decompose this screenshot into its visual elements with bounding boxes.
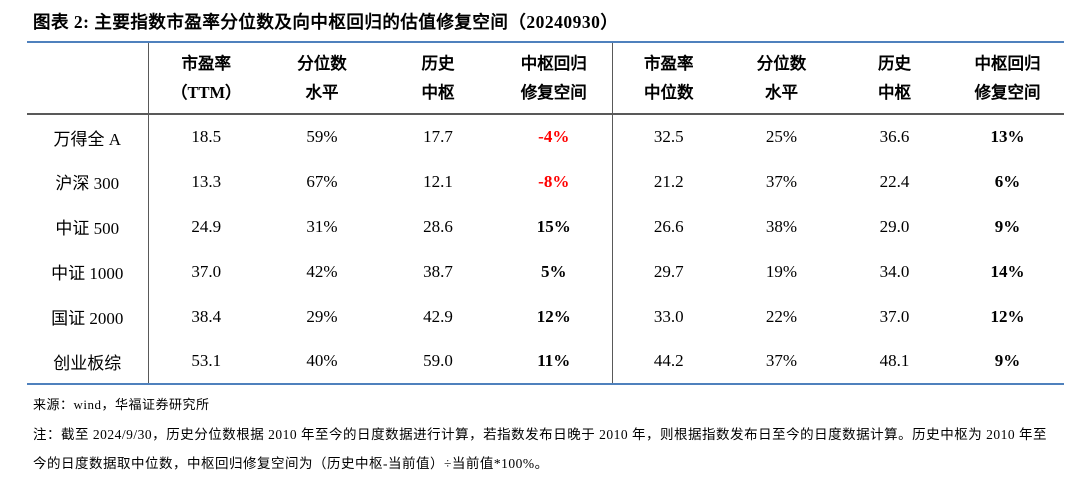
cell-percentile: 31% xyxy=(306,216,338,236)
header-percentile-right: 分位数 水平 xyxy=(725,42,838,115)
table-header: 市盈率 （TTM） 分位数 水平 历史 中枢 中枢回归 修复空间 市盈率 中 xyxy=(27,42,1064,115)
cell-hist-center: 34.0 xyxy=(879,261,910,281)
cell-hist-center: 37.0 xyxy=(879,306,910,326)
cell-pe-median: 33.0 xyxy=(611,294,725,339)
cell-percentile: 67% xyxy=(306,171,338,191)
header-line: 中枢回归 xyxy=(520,54,587,73)
cell-repair-space: -8% xyxy=(538,171,570,191)
header-repair-left: 中枢回归 修复空间 xyxy=(496,42,612,115)
header-percentile-left: 分位数 水平 xyxy=(264,42,380,115)
cell-hist-center: 29.0 xyxy=(879,216,910,236)
header-corner xyxy=(27,42,149,115)
header-line: 中枢回归 xyxy=(974,54,1041,73)
table-body: 万得全 A 18.5 59% 17.7 -4% 32.5 25% 36.6 13… xyxy=(27,114,1064,384)
cell-repair-space: 12% xyxy=(536,306,571,326)
cell-repair-space: 13% xyxy=(990,127,1025,146)
cell-repair-space: 14% xyxy=(990,261,1025,281)
cell-repair-space: -4% xyxy=(538,127,570,146)
cell-percentile: 40% xyxy=(306,351,338,370)
header-line: 中枢 xyxy=(878,83,911,102)
cell-pe-ttm: 37.0 xyxy=(191,261,222,281)
valuation-table: 市盈率 （TTM） 分位数 水平 历史 中枢 中枢回归 修复空间 市盈率 中 xyxy=(27,41,1064,385)
table-row: 中证 500 24.9 31% 28.6 15% 26.6 38% 29.0 9… xyxy=(27,204,1064,249)
header-line: 市盈率 xyxy=(644,54,694,73)
cell-percentile: 22% xyxy=(765,306,798,326)
cell-pe-ttm: 18.5 xyxy=(191,127,222,146)
cell-repair-space: 12% xyxy=(990,306,1025,326)
cell-hist-center: 12.1 xyxy=(423,171,453,191)
header-line: 市盈率 xyxy=(181,54,232,73)
table-row: 沪深 300 13.3 67% 12.1 -8% 21.2 37% 22.4 6… xyxy=(27,159,1064,204)
cell-repair-space: 11% xyxy=(537,351,571,370)
cell-pe-ttm: 53.1 xyxy=(191,351,222,370)
header-line: 水平 xyxy=(765,83,798,102)
cell-hist-center: 48.1 xyxy=(879,351,910,370)
cell-pe-ttm: 13.3 xyxy=(191,171,222,191)
cell-repair-space: 9% xyxy=(994,216,1021,236)
header-repair-right: 中枢回归 修复空间 xyxy=(951,42,1064,115)
header-line: 历史 xyxy=(878,54,911,73)
header-row: 市盈率 （TTM） 分位数 水平 历史 中枢 中枢回归 修复空间 市盈率 中 xyxy=(27,42,1064,115)
table-row: 国证 2000 38.4 29% 42.9 12% 33.0 22% 37.0 … xyxy=(27,294,1064,339)
cell-percentile: 29% xyxy=(306,306,338,326)
table-row: 创业板综 53.1 40% 59.0 11% 44.2 37% 48.1 9% xyxy=(27,339,1064,384)
header-line: 修复空间 xyxy=(974,83,1041,102)
chart-title: 图表 2: 主要指数市盈率分位数及向中枢回归的估值修复空间（20240930） xyxy=(33,12,619,32)
cell-repair-space: 5% xyxy=(541,261,567,281)
cell-pe-median: 29.7 xyxy=(611,249,725,294)
table-row: 中证 1000 37.0 42% 38.7 5% 29.7 19% 34.0 1… xyxy=(27,249,1064,294)
header-line: 分位数 xyxy=(756,54,807,73)
header-line: （TTM） xyxy=(170,83,242,102)
index-label: 创业板综 xyxy=(27,339,149,384)
cell-pe-median: 32.5 xyxy=(611,114,725,159)
cell-hist-center: 42.9 xyxy=(423,306,453,326)
header-line: 分位数 xyxy=(297,54,347,73)
header-hist-center-left: 历史 中枢 xyxy=(380,42,496,115)
cell-hist-center: 38.7 xyxy=(423,261,453,281)
cell-hist-center: 22.4 xyxy=(879,171,910,191)
header-line: 中枢 xyxy=(421,83,455,102)
cell-percentile: 38% xyxy=(765,216,798,236)
source-note: 来源：wind，华福证券研究所 xyxy=(33,397,210,412)
table-row: 万得全 A 18.5 59% 17.7 -4% 32.5 25% 36.6 13… xyxy=(27,114,1064,159)
cell-repair-space: 6% xyxy=(994,171,1021,191)
report-page: 图表 2: 主要指数市盈率分位数及向中枢回归的估值修复空间（20240930） … xyxy=(0,9,1080,479)
cell-hist-center: 17.7 xyxy=(423,127,453,146)
cell-hist-center: 28.6 xyxy=(423,216,453,236)
cell-pe-median: 44.2 xyxy=(611,339,725,384)
cell-repair-space: 9% xyxy=(994,351,1021,370)
header-hist-center-right: 历史 中枢 xyxy=(838,42,951,115)
table-footer: 来源：wind，华福证券研究所 注：截至 2024/9/30，历史分位数根据 2… xyxy=(33,394,1047,478)
index-label: 万得全 A xyxy=(27,114,149,159)
index-label: 沪深 300 xyxy=(27,159,149,204)
cell-percentile: 25% xyxy=(765,127,798,146)
index-label: 国证 2000 xyxy=(27,294,149,339)
cell-pe-median: 21.2 xyxy=(611,159,725,204)
methodology-note: 注：截至 2024/9/30，历史分位数根据 2010 年至今的日度数据进行计算… xyxy=(33,427,1047,471)
header-pe-median: 市盈率 中位数 xyxy=(611,42,725,115)
cell-percentile: 37% xyxy=(765,351,798,370)
cell-hist-center: 36.6 xyxy=(879,127,910,146)
cell-percentile: 37% xyxy=(765,171,798,191)
cell-pe-ttm: 38.4 xyxy=(191,306,222,326)
cell-percentile: 59% xyxy=(306,127,338,146)
cell-percentile: 42% xyxy=(306,261,338,281)
index-label: 中证 500 xyxy=(27,204,149,249)
header-line: 历史 xyxy=(421,54,455,73)
cell-hist-center: 59.0 xyxy=(423,351,453,370)
cell-repair-space: 15% xyxy=(536,216,571,236)
cell-pe-median: 26.6 xyxy=(611,204,725,249)
cell-pe-ttm: 24.9 xyxy=(191,216,222,236)
header-pe-ttm: 市盈率 （TTM） xyxy=(148,42,264,115)
cell-percentile: 19% xyxy=(765,261,798,281)
index-label: 中证 1000 xyxy=(27,249,149,294)
header-line: 中位数 xyxy=(644,83,694,102)
header-line: 修复空间 xyxy=(520,83,587,102)
header-line: 水平 xyxy=(305,83,339,102)
